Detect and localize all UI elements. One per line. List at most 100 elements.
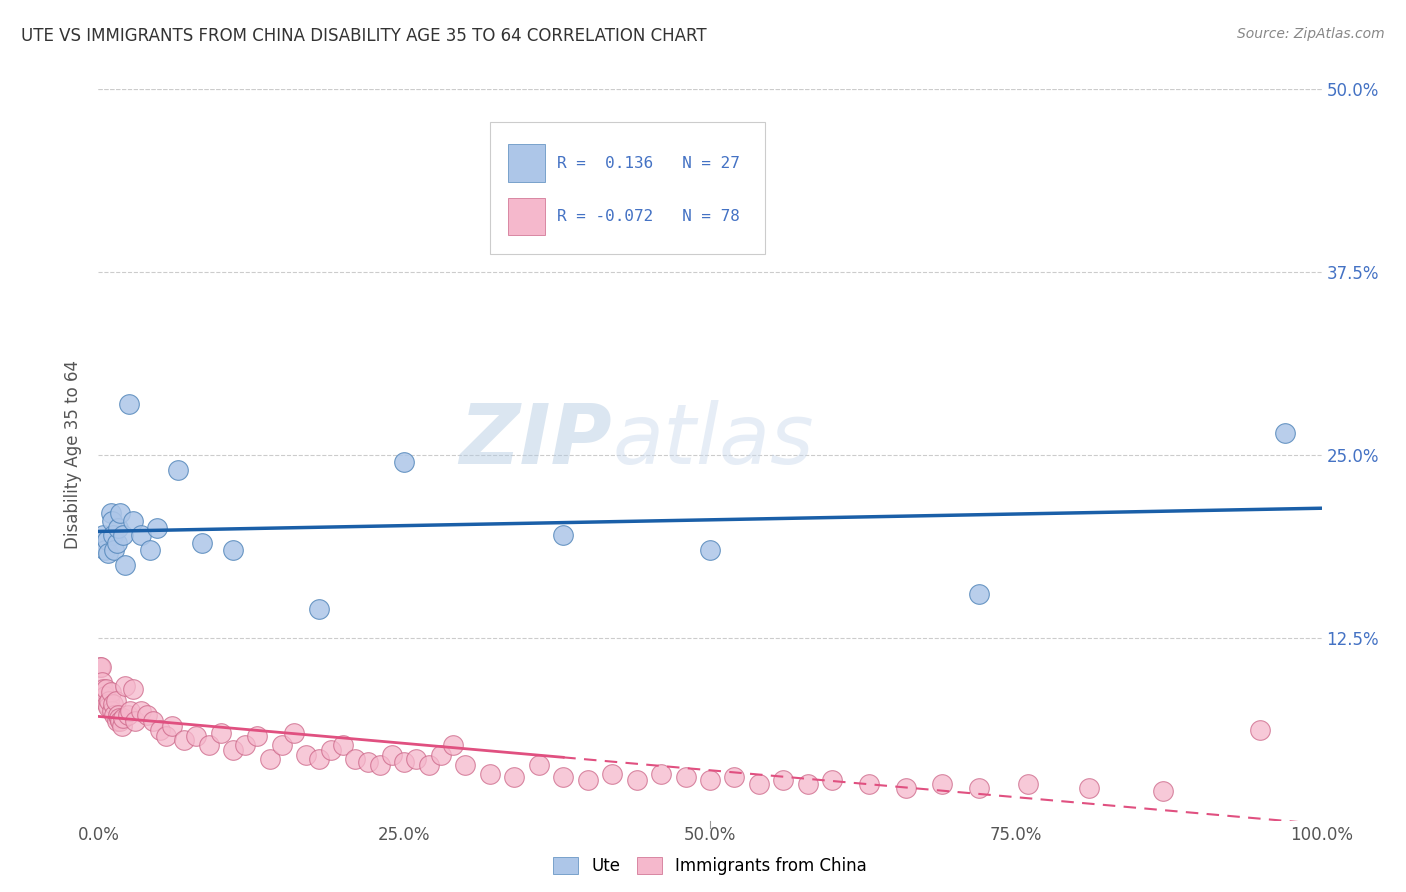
Point bbox=[129, 704, 152, 718]
Y-axis label: Disability Age 35 to 64: Disability Age 35 to 64 bbox=[65, 360, 83, 549]
Point bbox=[118, 397, 141, 411]
Point bbox=[246, 729, 269, 743]
Point bbox=[1017, 777, 1039, 791]
Point bbox=[160, 718, 183, 732]
Point bbox=[101, 704, 124, 718]
Point bbox=[111, 711, 134, 725]
Point bbox=[105, 535, 128, 549]
Point bbox=[797, 777, 820, 791]
Point bbox=[100, 685, 122, 699]
Point bbox=[858, 777, 880, 791]
Point bbox=[441, 738, 464, 752]
Point bbox=[111, 528, 134, 542]
Point bbox=[121, 681, 143, 696]
Point bbox=[821, 772, 844, 787]
Point bbox=[96, 697, 118, 711]
Point bbox=[107, 521, 129, 535]
Point bbox=[699, 772, 721, 787]
Point bbox=[117, 708, 139, 723]
Bar bbox=[508, 198, 546, 235]
Point bbox=[553, 528, 575, 542]
Point bbox=[108, 711, 131, 725]
Point bbox=[98, 694, 121, 708]
Point bbox=[1274, 425, 1296, 440]
Point bbox=[931, 777, 953, 791]
Point bbox=[105, 714, 128, 728]
Point bbox=[772, 772, 794, 787]
Text: R = -0.072   N = 78: R = -0.072 N = 78 bbox=[557, 209, 740, 224]
Point bbox=[344, 752, 367, 766]
Point bbox=[368, 758, 391, 772]
Point bbox=[222, 543, 245, 558]
Point bbox=[96, 533, 118, 547]
Point bbox=[121, 514, 143, 528]
Point bbox=[356, 755, 378, 769]
Point bbox=[97, 546, 120, 560]
Point bbox=[319, 743, 342, 757]
Text: Source: ZipAtlas.com: Source: ZipAtlas.com bbox=[1237, 27, 1385, 41]
Point bbox=[600, 767, 623, 781]
Point bbox=[723, 770, 745, 784]
Point bbox=[142, 714, 165, 728]
Point bbox=[146, 521, 169, 535]
Point bbox=[104, 694, 127, 708]
Point bbox=[553, 770, 575, 784]
Point bbox=[120, 704, 142, 718]
Point bbox=[93, 690, 115, 704]
Point bbox=[222, 743, 245, 757]
Point bbox=[392, 755, 416, 769]
Point bbox=[478, 767, 501, 781]
Point bbox=[332, 738, 354, 752]
Point bbox=[699, 543, 721, 558]
Point bbox=[173, 733, 195, 747]
Point bbox=[149, 723, 172, 737]
Point bbox=[91, 681, 114, 696]
Point bbox=[454, 758, 477, 772]
Point bbox=[167, 462, 190, 476]
Point bbox=[124, 714, 146, 728]
Point bbox=[283, 726, 305, 740]
Legend: Ute, Immigrants from China: Ute, Immigrants from China bbox=[547, 850, 873, 882]
Point bbox=[139, 543, 162, 558]
Point bbox=[650, 767, 672, 781]
Point bbox=[103, 708, 125, 723]
Point bbox=[191, 535, 214, 549]
Point bbox=[527, 758, 550, 772]
Point bbox=[97, 699, 120, 714]
Point bbox=[136, 708, 159, 723]
Point bbox=[155, 729, 177, 743]
Point bbox=[967, 587, 990, 601]
Point bbox=[576, 772, 599, 787]
Point bbox=[89, 660, 111, 674]
Point bbox=[197, 738, 219, 752]
Point bbox=[233, 738, 256, 752]
Point bbox=[129, 528, 152, 542]
Point bbox=[114, 679, 136, 693]
Point bbox=[111, 718, 134, 732]
Point bbox=[101, 514, 124, 528]
Point bbox=[110, 507, 132, 521]
Point bbox=[91, 674, 114, 689]
Point bbox=[107, 708, 129, 723]
Point bbox=[101, 528, 124, 542]
Bar bbox=[508, 145, 546, 182]
Point bbox=[748, 777, 770, 791]
Point bbox=[114, 558, 136, 572]
Point bbox=[894, 781, 917, 796]
Point bbox=[91, 528, 114, 542]
Point bbox=[430, 747, 453, 762]
Point bbox=[101, 697, 124, 711]
Point bbox=[392, 455, 416, 469]
Point bbox=[503, 770, 526, 784]
Point bbox=[209, 726, 232, 740]
Point bbox=[270, 738, 294, 752]
Point bbox=[103, 543, 125, 558]
Point bbox=[967, 781, 990, 796]
Point bbox=[626, 772, 648, 787]
Point bbox=[259, 752, 281, 766]
Point bbox=[1152, 784, 1174, 798]
Text: ZIP: ZIP bbox=[460, 400, 612, 481]
Point bbox=[186, 729, 208, 743]
Point bbox=[90, 660, 112, 674]
Text: UTE VS IMMIGRANTS FROM CHINA DISABILITY AGE 35 TO 64 CORRELATION CHART: UTE VS IMMIGRANTS FROM CHINA DISABILITY … bbox=[21, 27, 707, 45]
